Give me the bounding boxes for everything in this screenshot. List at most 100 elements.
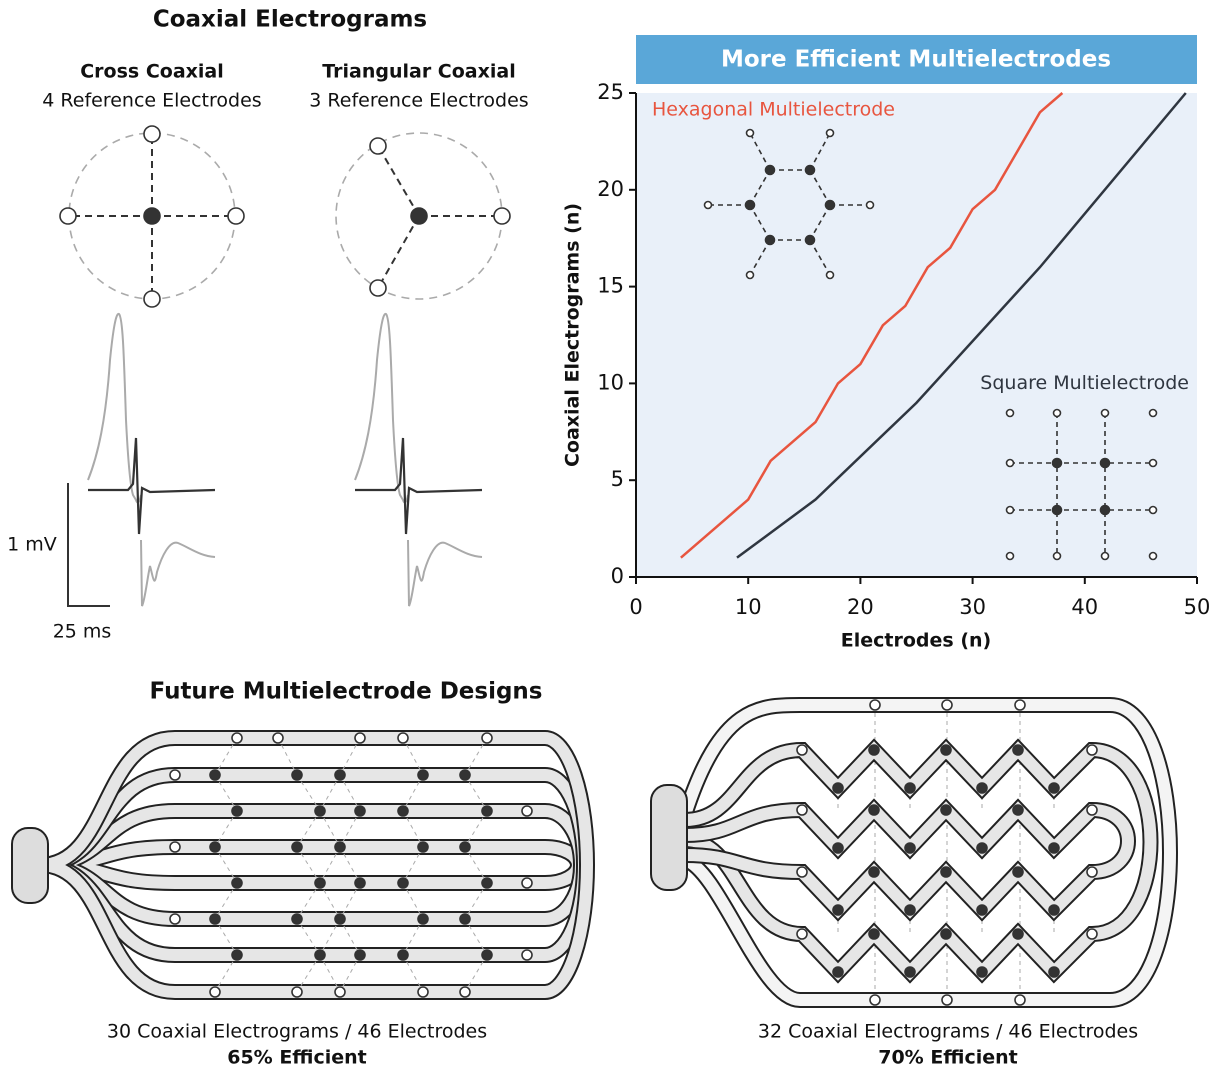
inset-electrode bbox=[1054, 553, 1061, 560]
diagram-title: Cross Coaxial bbox=[80, 61, 224, 83]
electrode bbox=[482, 806, 492, 816]
y-tick-label: 25 bbox=[597, 80, 624, 104]
x-tick-label: 10 bbox=[735, 595, 762, 619]
caption: 30 Coaxial Electrograms / 46 Electrodes bbox=[107, 1021, 487, 1043]
electrode bbox=[977, 905, 987, 915]
electrode bbox=[315, 878, 325, 888]
inset-electrode bbox=[806, 236, 815, 245]
electrode bbox=[941, 745, 951, 755]
electrode bbox=[418, 842, 428, 852]
y-tick-label: 15 bbox=[597, 274, 624, 298]
electrode bbox=[482, 950, 492, 960]
reference-electrode bbox=[370, 138, 386, 154]
inset-electrode bbox=[1150, 507, 1157, 514]
series-label: Hexagonal Multielectrode bbox=[652, 99, 895, 121]
x-axis-label: Electrodes (n) bbox=[841, 630, 991, 652]
electrode bbox=[905, 905, 915, 915]
electrode bbox=[1013, 867, 1023, 877]
inset-electrode bbox=[747, 130, 754, 137]
inset-electrode bbox=[766, 236, 775, 245]
electrode bbox=[941, 867, 951, 877]
y-tick-label: 5 bbox=[611, 467, 624, 491]
electrode bbox=[797, 745, 807, 755]
electrode bbox=[292, 987, 302, 997]
electrode bbox=[418, 987, 428, 997]
electrode bbox=[170, 842, 180, 852]
inset-electrode bbox=[1053, 459, 1062, 468]
electrode bbox=[869, 867, 879, 877]
electrode bbox=[942, 995, 952, 1005]
electrode bbox=[335, 770, 345, 780]
electrode bbox=[292, 842, 302, 852]
inset-electrode bbox=[1101, 459, 1110, 468]
inset-electrode bbox=[827, 272, 834, 279]
unipolar-trace bbox=[141, 540, 215, 606]
coaxial-trace bbox=[88, 438, 215, 534]
electrode bbox=[273, 733, 283, 743]
electrode bbox=[398, 806, 408, 816]
connector bbox=[378, 216, 419, 288]
electrode bbox=[1049, 783, 1059, 793]
electrode bbox=[335, 842, 345, 852]
diagram-subtitle: 4 Reference Electrodes bbox=[42, 90, 261, 112]
inset-electrode bbox=[806, 166, 815, 175]
electrode bbox=[1087, 805, 1097, 815]
electrode bbox=[418, 914, 428, 924]
electrode bbox=[833, 905, 843, 915]
electrode bbox=[905, 967, 915, 977]
electrode bbox=[797, 867, 807, 877]
electrode bbox=[335, 914, 345, 924]
caption: 70% Efficient bbox=[878, 1047, 1018, 1069]
electrode bbox=[210, 770, 220, 780]
electrode bbox=[870, 700, 880, 710]
inset-electrode bbox=[1101, 506, 1110, 515]
electrode bbox=[482, 878, 492, 888]
electrode bbox=[905, 783, 915, 793]
inset-electrode bbox=[1053, 506, 1062, 515]
electrode bbox=[522, 950, 532, 960]
electrode bbox=[833, 783, 843, 793]
electrode bbox=[232, 878, 242, 888]
center-electrode bbox=[411, 208, 427, 224]
unipolar-trace bbox=[408, 540, 482, 606]
electrode bbox=[418, 770, 428, 780]
electrode bbox=[482, 733, 492, 743]
spline bbox=[40, 775, 584, 955]
electrode bbox=[292, 914, 302, 924]
electrode bbox=[355, 878, 365, 888]
electrode bbox=[869, 929, 879, 939]
electrode bbox=[870, 995, 880, 1005]
electrode bbox=[1087, 867, 1097, 877]
inset-electrode bbox=[1102, 410, 1109, 417]
electrode bbox=[522, 878, 532, 888]
electrode bbox=[1049, 967, 1059, 977]
reference-electrode bbox=[144, 126, 160, 142]
catheter-head bbox=[12, 828, 48, 903]
inset-electrode bbox=[1007, 410, 1014, 417]
y-axis-label: Coaxial Electrograms (n) bbox=[562, 203, 584, 467]
electrode bbox=[460, 770, 470, 780]
x-tick-label: 30 bbox=[959, 595, 986, 619]
electrogram bbox=[88, 314, 215, 606]
electrode bbox=[315, 950, 325, 960]
diagram-title: Triangular Coaxial bbox=[322, 61, 515, 83]
caption: 32 Coaxial Electrograms / 46 Electrodes bbox=[758, 1021, 1138, 1043]
electrode bbox=[1015, 995, 1025, 1005]
inset-electrode bbox=[747, 272, 754, 279]
electrode bbox=[941, 929, 951, 939]
reference-electrode bbox=[144, 291, 160, 307]
electrode bbox=[522, 806, 532, 816]
spline bbox=[40, 847, 578, 883]
inset-electrode bbox=[827, 130, 834, 137]
electrode bbox=[335, 987, 345, 997]
electrode bbox=[833, 967, 843, 977]
inset-electrode bbox=[1007, 507, 1014, 514]
x-tick-label: 0 bbox=[629, 595, 642, 619]
series-label: Square Multielectrode bbox=[980, 372, 1189, 394]
electrode bbox=[232, 806, 242, 816]
x-tick-label: 40 bbox=[1071, 595, 1098, 619]
electrode bbox=[460, 914, 470, 924]
inset-electrode bbox=[1150, 410, 1157, 417]
reference-electrode bbox=[494, 208, 510, 224]
center-electrode bbox=[144, 208, 160, 224]
